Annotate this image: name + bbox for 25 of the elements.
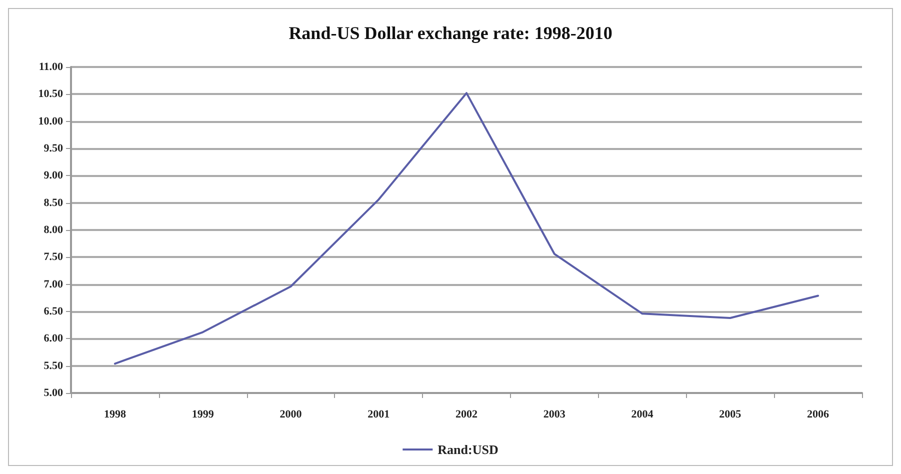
x-tick-label: 2000: [280, 408, 302, 420]
chart-title: Rand-US Dollar exchange rate: 1998-2010: [288, 23, 612, 43]
x-tick-label: 2002: [456, 408, 478, 420]
x-tick-label: 2001: [368, 408, 390, 420]
y-tick-label: 11.00: [38, 61, 64, 73]
y-tick-label: 8.00: [44, 224, 64, 236]
y-tick-label: 9.50: [44, 142, 64, 154]
y-tick-label: 6.50: [44, 306, 64, 318]
x-tick-label: 2005: [719, 408, 742, 420]
x-tick-label: 1998: [104, 408, 126, 420]
y-tick-label: 7.00: [44, 278, 64, 290]
y-tick-label: 8.50: [44, 196, 64, 209]
y-tick-label: 5.50: [44, 360, 64, 372]
line-series: [114, 92, 820, 365]
x-tick-label: 1999: [192, 408, 214, 420]
y-tick-label: 5.00: [44, 387, 64, 399]
y-tick-label: 7.50: [44, 251, 64, 264]
y-tick-label: 6.00: [44, 332, 64, 345]
x-tick-label: 2006: [807, 408, 830, 420]
x-tick-label: 2003: [543, 408, 566, 420]
y-tick-label: 10.00: [38, 115, 64, 128]
x-tick-label: 2004: [631, 408, 654, 420]
legend-label: Rand:USD: [438, 442, 498, 457]
y-tick-label: 10.50: [38, 88, 64, 100]
y-tick-label: 9.00: [44, 170, 64, 182]
